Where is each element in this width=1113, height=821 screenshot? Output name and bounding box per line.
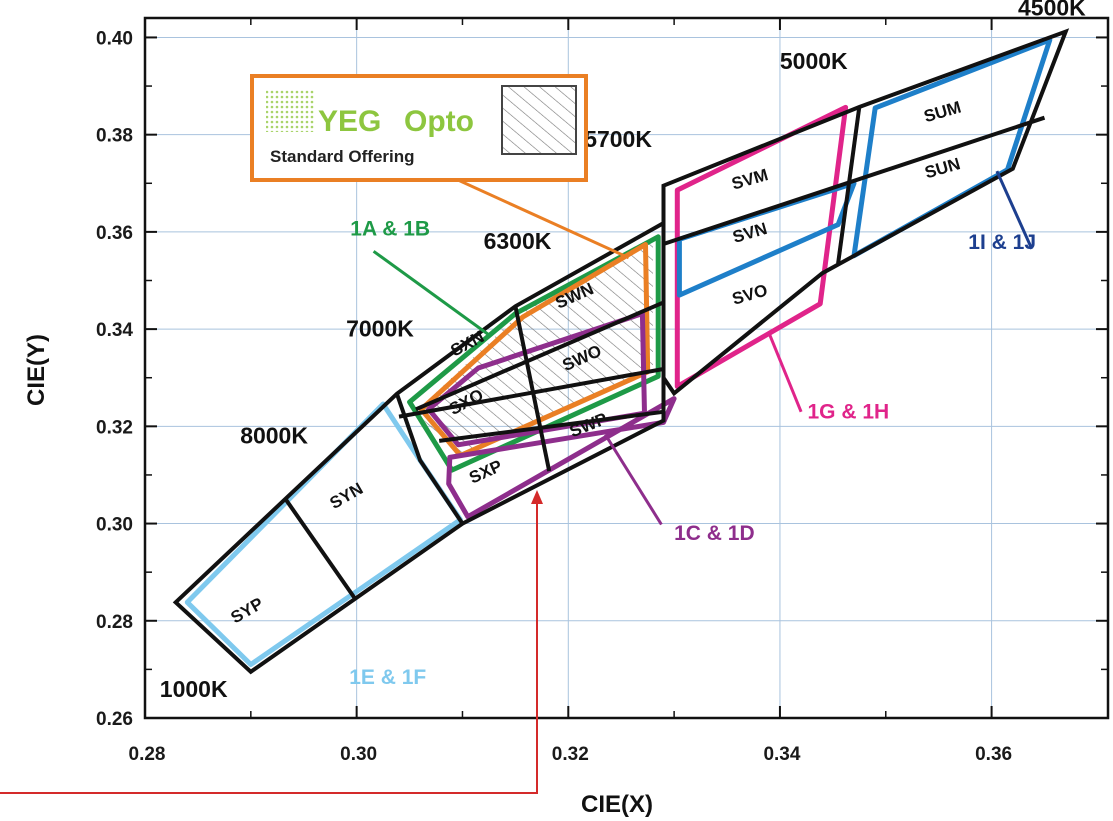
y-tick-label: 0.32: [96, 417, 133, 438]
group-label: 1I & 1J: [968, 231, 1036, 254]
legend-subtitle: Standard Offering: [270, 147, 415, 166]
x-tick-label: 0.32: [552, 744, 589, 765]
bin-label: SYN: [327, 479, 367, 513]
tick-marks: [144, 18, 1108, 719]
y-tick-label: 0.40: [96, 28, 133, 49]
x-tick-label: 0.28: [129, 744, 166, 765]
bin-divider: [836, 106, 862, 264]
bin-label: SUN: [923, 154, 963, 182]
cct-labels: 4500K 5000K 5700K 6300K 7000K 8000K 1000…: [160, 0, 1086, 702]
bin-boundaries: [172, 28, 1070, 675]
leader-line: [372, 250, 492, 338]
bin-divider: [284, 498, 357, 600]
cct-label: 4500K: [1018, 0, 1086, 21]
group-label: 1C & 1D: [674, 522, 755, 545]
y-tick-labels: 0.26 0.28 0.30 0.32 0.34 0.36 0.38 0.40: [96, 28, 133, 730]
bin-divider: [415, 300, 665, 412]
plot-frame: [143, 16, 1110, 720]
group-labels: 1A & 1B 1C & 1D 1E & 1F 1G & 1H 1I & 1J: [349, 217, 1036, 689]
x-tick-label: 0.36: [975, 744, 1012, 765]
x-tick-labels: 0.28 0.30 0.32 0.34 0.36: [129, 744, 1013, 765]
group-outline: [184, 401, 463, 667]
bin-label: SVO: [730, 281, 770, 309]
group-label: 1A & 1B: [350, 217, 430, 240]
leader-line: [768, 333, 803, 413]
legend-brand-suffix: Opto: [404, 105, 474, 138]
x-tick-label: 0.30: [340, 744, 377, 765]
y-tick-label: 0.30: [96, 515, 133, 536]
bin-divider: [662, 115, 1046, 246]
cct-label: 8000K: [240, 422, 308, 448]
y-tick-label: 0.26: [96, 709, 133, 730]
bin-label: SVM: [730, 165, 771, 193]
y-axis-title: CIE(Y): [23, 334, 50, 406]
legend: YEG Opto Standard Offering: [250, 74, 588, 182]
callout-arrow-icon: [531, 490, 543, 504]
callout-line: [0, 500, 538, 794]
legend-brand: YEG: [318, 105, 381, 138]
x-axis-title: CIE(X): [581, 791, 653, 818]
leader-line: [995, 170, 1034, 250]
group-outline: [446, 396, 677, 520]
y-tick-label: 0.36: [96, 223, 133, 244]
group-label: 1E & 1F: [349, 666, 426, 689]
cct-label: 1000K: [160, 676, 228, 702]
leader-line: [604, 433, 663, 526]
bin-boundary: [661, 28, 1070, 397]
y-tick-label: 0.28: [96, 612, 133, 633]
legend-dots-icon: [266, 90, 314, 132]
x-tick-label: 0.34: [763, 744, 800, 765]
y-tick-label: 0.38: [96, 126, 133, 147]
bin-label: SYP: [228, 594, 267, 627]
bin-divider: [513, 305, 552, 472]
cct-label: 6300K: [484, 228, 552, 254]
group-label: 1G & 1H: [808, 401, 890, 424]
y-tick-label: 0.34: [96, 320, 133, 341]
bin-label: SUM: [922, 98, 964, 127]
cct-label: 7000K: [346, 315, 414, 341]
group-outline: [674, 104, 849, 389]
bin-divider: [438, 409, 664, 443]
leader-lines: [372, 162, 1034, 526]
cct-label: 5000K: [780, 48, 848, 74]
legend-hatch-swatch: [501, 85, 577, 155]
cct-label: 5700K: [584, 126, 652, 152]
